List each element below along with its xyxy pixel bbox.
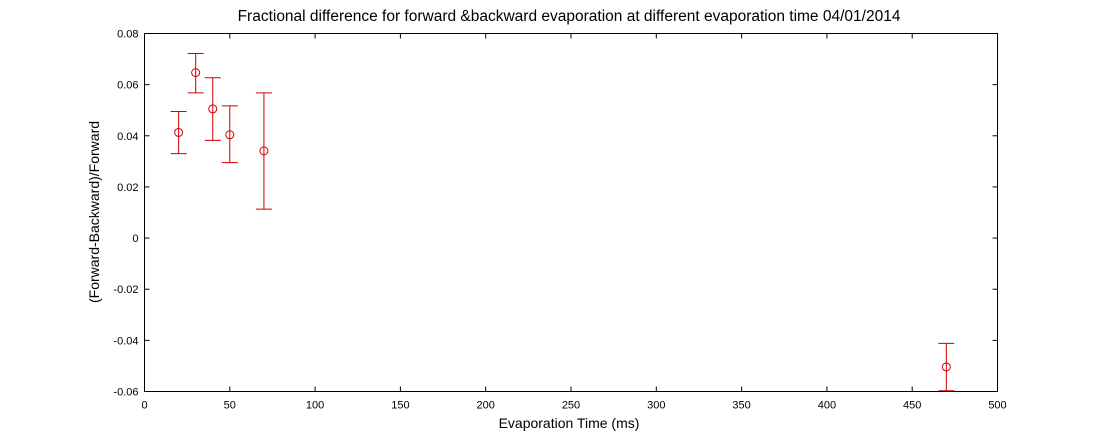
data-point — [187, 52, 204, 94]
point-marker — [191, 68, 201, 78]
y-tick-label: 0.02 — [117, 182, 138, 194]
x-tick-label: 500 — [988, 400, 1006, 412]
plot-area-frame — [144, 33, 998, 392]
point-marker — [225, 130, 235, 140]
y-tick-label: 0.04 — [117, 131, 138, 143]
point-marker — [259, 146, 269, 156]
point-marker — [941, 362, 951, 372]
y-tick-label: 0.08 — [117, 29, 138, 41]
x-tick-label: 200 — [477, 400, 495, 412]
x-tick-label: 0 — [141, 400, 147, 412]
y-tick-label: -0.02 — [113, 284, 138, 296]
data-point — [255, 92, 272, 210]
y-tick-label: -0.04 — [113, 335, 138, 347]
x-tick-label: 50 — [224, 400, 236, 412]
chart-title: Fractional difference for forward &backw… — [238, 8, 901, 25]
y-tick-label: 0 — [132, 233, 138, 245]
x-tick-label: 150 — [391, 400, 409, 412]
x-tick-label: 400 — [818, 400, 836, 412]
y-tick-label: -0.06 — [113, 387, 138, 399]
x-tick-label: 350 — [732, 400, 750, 412]
data-point — [204, 77, 221, 141]
data-point — [938, 342, 955, 392]
x-tick-label: 450 — [903, 400, 921, 412]
x-tick-label: 100 — [306, 400, 324, 412]
x-axis-label: Evaporation Time (ms) — [499, 415, 640, 431]
y-tick-label: 0.06 — [117, 80, 138, 92]
y-axis-label: (Forward-Backward)/Forward — [86, 121, 102, 303]
point-marker — [174, 127, 184, 137]
data-series — [170, 52, 955, 392]
x-tick-label: 300 — [647, 400, 665, 412]
data-point — [170, 110, 187, 155]
data-point — [221, 105, 238, 164]
x-axis: 0 50 100 150 200 250 300 350 400 450 500 — [141, 33, 1007, 412]
point-marker — [208, 104, 218, 114]
y-axis: -0.06 -0.04 -0.02 0 0.02 0.04 0.06 0.08 — [113, 29, 998, 399]
x-tick-label: 250 — [562, 400, 580, 412]
